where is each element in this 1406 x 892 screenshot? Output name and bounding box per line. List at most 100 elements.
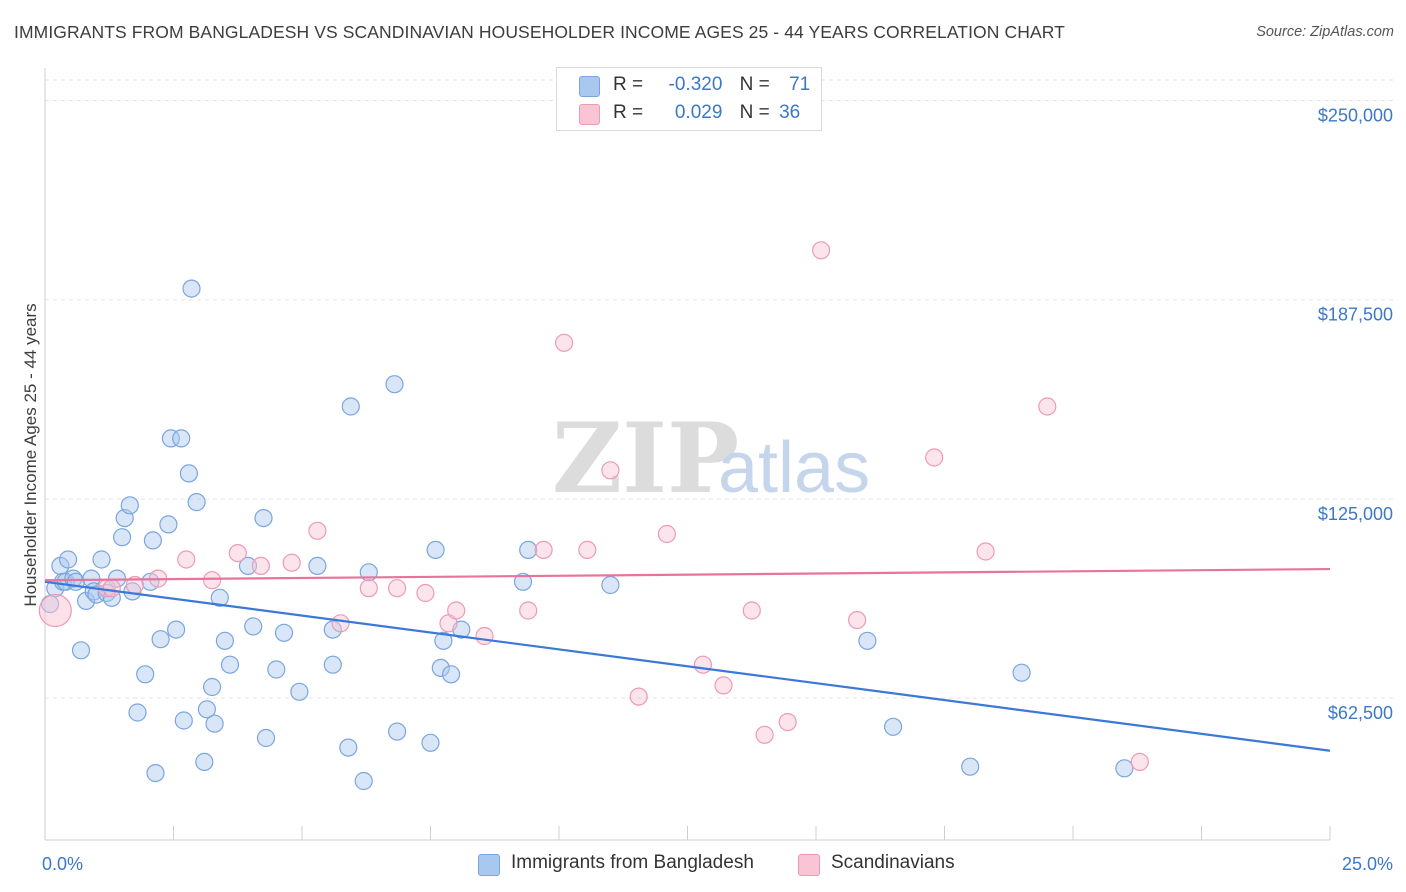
data-point	[58, 550, 78, 569]
data-point	[251, 556, 270, 576]
legend-n-label: N =	[739, 102, 770, 123]
data-point	[210, 588, 229, 607]
legend-n-value: 36	[779, 102, 801, 123]
data-point	[578, 540, 597, 560]
data-point	[421, 733, 440, 752]
data-point	[657, 524, 677, 544]
data-point	[513, 572, 533, 591]
data-point	[151, 630, 170, 649]
data-point	[215, 631, 234, 650]
data-point	[203, 677, 222, 697]
data-point	[385, 375, 404, 394]
data-point	[714, 676, 733, 695]
series-scandinavians-points	[38, 241, 1149, 772]
data-point	[519, 540, 538, 560]
data-point	[197, 700, 216, 719]
legend-swatch-scandinavians	[579, 104, 600, 125]
data-point	[159, 515, 178, 534]
trend-lines	[44, 567, 1331, 752]
data-point	[267, 660, 286, 679]
data-point	[1130, 752, 1149, 772]
data-point	[976, 542, 995, 561]
data-point	[102, 588, 121, 607]
data-point	[1115, 759, 1134, 778]
y-tick-label: $62,500	[1328, 703, 1393, 723]
data-point	[519, 601, 538, 620]
data-point	[120, 496, 139, 515]
data-point	[434, 631, 453, 650]
data-point	[534, 540, 553, 560]
data-point	[331, 614, 350, 633]
data-point	[290, 682, 309, 701]
y-tick-label: $125,000	[1318, 504, 1393, 524]
data-point	[755, 725, 774, 744]
data-point	[693, 655, 713, 674]
data-point	[172, 429, 191, 448]
data-point	[177, 550, 196, 569]
data-point	[601, 575, 620, 595]
legend-r-label: R =	[613, 102, 644, 123]
bottom-legend-swatch-scandinavians	[798, 854, 820, 876]
data-point	[961, 757, 980, 776]
data-point	[475, 626, 494, 646]
data-point	[416, 583, 435, 603]
data-point	[146, 763, 165, 783]
data-point	[426, 540, 445, 560]
data-point	[847, 610, 867, 630]
data-point	[323, 655, 342, 674]
data-point	[238, 556, 258, 576]
legend-r-value: -0.320	[668, 74, 723, 95]
data-point	[182, 279, 201, 298]
data-point	[925, 448, 944, 467]
data-point	[431, 658, 450, 678]
data-point	[161, 429, 180, 448]
data-point	[883, 717, 903, 736]
data-point	[71, 641, 91, 660]
x-tick-labels: 0.0% 25.0%	[42, 854, 1393, 874]
data-point	[205, 714, 224, 733]
data-point	[64, 569, 83, 588]
data-point	[388, 579, 407, 598]
data-point	[811, 241, 831, 260]
data-point	[143, 531, 162, 550]
data-point	[601, 461, 620, 480]
data-point	[629, 687, 648, 706]
data-point	[1038, 397, 1057, 416]
legend-n-label: N =	[739, 74, 770, 95]
data-point	[187, 493, 206, 512]
legend-r-value: 0.029	[674, 102, 723, 123]
data-point	[112, 528, 132, 547]
watermark: ZIP atlas	[552, 402, 870, 515]
data-point	[92, 550, 111, 569]
trend-line	[44, 580, 1331, 752]
data-point	[136, 665, 155, 684]
bottom-legend-swatch-bangladesh	[478, 854, 500, 876]
data-point	[308, 521, 327, 540]
data-point	[339, 738, 358, 757]
source-credit: Source: ZipAtlas.com	[1256, 24, 1394, 40]
data-point	[220, 655, 240, 674]
data-point	[102, 579, 121, 598]
legend-n-value: 71	[789, 74, 811, 95]
chart-title: IMMIGRANTS FROM BANGLADESH VS SCANDINAVI…	[14, 22, 1065, 42]
y-tick-labels: $62,500 $125,000 $187,500 $250,000	[1318, 106, 1393, 724]
data-point	[341, 397, 360, 416]
data-point	[254, 508, 273, 528]
correlation-legend: R = -0.320 N = 71 R = 0.029 N = 36	[556, 67, 822, 131]
data-point	[167, 620, 186, 639]
data-point	[274, 623, 294, 642]
data-point	[354, 771, 373, 791]
data-point	[174, 711, 193, 730]
data-point	[38, 593, 72, 628]
data-point	[742, 601, 761, 620]
data-point	[228, 543, 247, 563]
watermark-atlas: atlas	[718, 428, 870, 508]
data-point	[76, 591, 96, 611]
data-point	[554, 333, 574, 352]
data-point	[308, 556, 327, 576]
gridlines	[45, 79, 1395, 699]
axes	[44, 68, 1331, 841]
trend-line	[44, 567, 1331, 582]
data-point	[858, 631, 877, 650]
